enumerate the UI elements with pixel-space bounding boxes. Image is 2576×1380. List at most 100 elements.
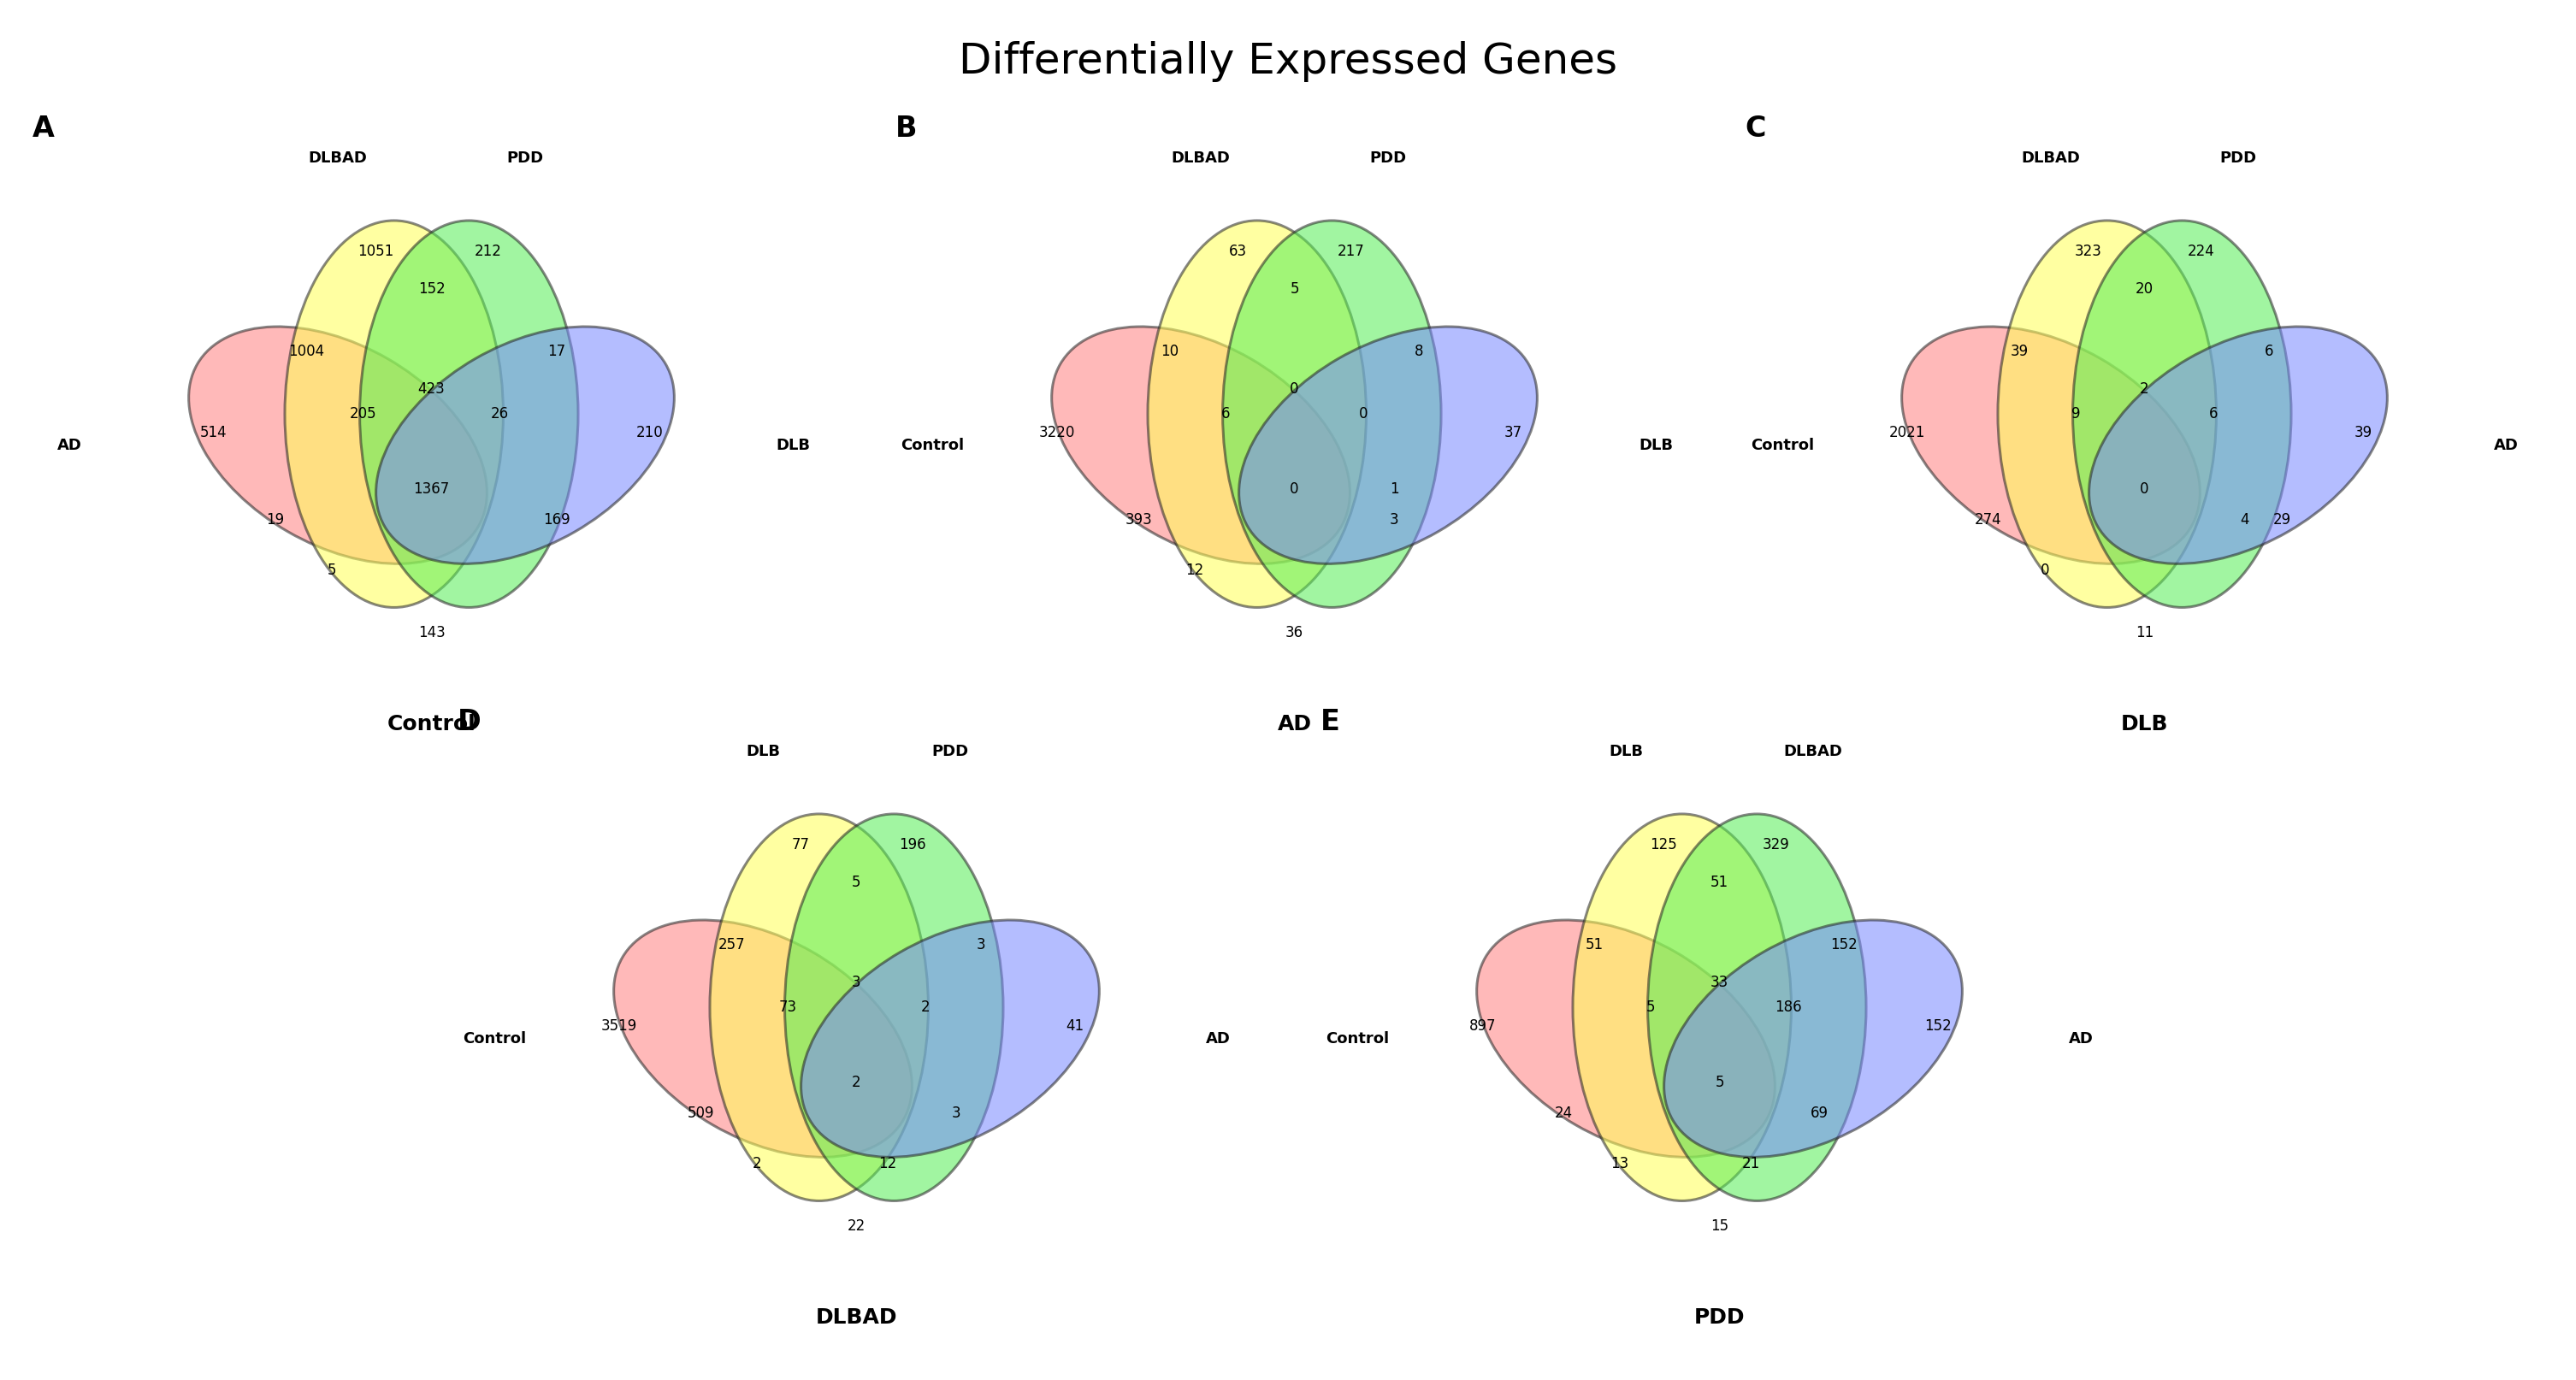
Text: 39: 39 — [2012, 344, 2030, 359]
Text: 5: 5 — [1716, 1075, 1723, 1090]
Text: 2021: 2021 — [1888, 425, 1924, 440]
Text: 3: 3 — [976, 937, 987, 952]
Text: 11: 11 — [2136, 625, 2154, 640]
Text: 39: 39 — [2354, 425, 2372, 440]
Text: 4: 4 — [2241, 512, 2249, 527]
Text: DLB: DLB — [1610, 744, 1643, 759]
Text: PDD: PDD — [507, 150, 544, 166]
Text: 69: 69 — [1811, 1105, 1829, 1121]
Ellipse shape — [1574, 814, 1790, 1201]
Text: 0: 0 — [1291, 482, 1298, 497]
Text: 0: 0 — [2141, 482, 2148, 497]
Text: Control: Control — [902, 437, 963, 453]
Text: 393: 393 — [1126, 512, 1151, 527]
Text: 8: 8 — [1414, 344, 1425, 359]
Text: 0: 0 — [1291, 381, 1298, 396]
Text: 19: 19 — [265, 512, 283, 527]
Text: 205: 205 — [350, 406, 376, 422]
Text: Control: Control — [1327, 1031, 1388, 1046]
Text: 274: 274 — [1976, 512, 2002, 527]
Text: 143: 143 — [417, 625, 446, 640]
Text: 20: 20 — [2136, 282, 2154, 297]
Ellipse shape — [801, 920, 1100, 1158]
Text: AD: AD — [2494, 437, 2519, 453]
Ellipse shape — [188, 327, 487, 564]
Text: DLBAD: DLBAD — [309, 150, 368, 166]
Text: 1051: 1051 — [358, 244, 394, 259]
Text: B: B — [894, 115, 917, 142]
Ellipse shape — [361, 221, 577, 607]
Text: 12: 12 — [878, 1155, 896, 1172]
Text: 5: 5 — [853, 875, 860, 890]
Text: 2: 2 — [2141, 381, 2148, 396]
Text: DLB: DLB — [1638, 437, 1674, 453]
Text: 210: 210 — [636, 425, 665, 440]
Text: DLB: DLB — [747, 744, 781, 759]
Text: 186: 186 — [1775, 999, 1801, 1016]
Text: A: A — [31, 115, 54, 142]
Ellipse shape — [711, 814, 927, 1201]
Ellipse shape — [1901, 327, 2200, 564]
Text: 9: 9 — [2071, 406, 2081, 422]
Text: 12: 12 — [1185, 562, 1203, 578]
Text: 1004: 1004 — [289, 344, 325, 359]
Ellipse shape — [286, 221, 502, 607]
Text: 1: 1 — [1391, 482, 1399, 497]
Text: DLB: DLB — [775, 437, 811, 453]
Text: 3519: 3519 — [600, 1018, 636, 1034]
Ellipse shape — [2089, 327, 2388, 564]
Ellipse shape — [1664, 920, 1963, 1158]
Text: 3: 3 — [1391, 512, 1399, 527]
Text: 13: 13 — [1610, 1155, 1628, 1172]
Text: 5: 5 — [327, 562, 335, 578]
Text: 3220: 3220 — [1038, 425, 1074, 440]
Text: Control: Control — [464, 1031, 526, 1046]
Text: AD: AD — [2069, 1031, 2094, 1046]
Text: 29: 29 — [2272, 512, 2290, 527]
Text: Differentially Expressed Genes: Differentially Expressed Genes — [958, 41, 1618, 83]
Text: 63: 63 — [1229, 244, 1247, 259]
Text: 33: 33 — [1710, 974, 1728, 989]
Text: 2: 2 — [752, 1155, 760, 1172]
Text: 2: 2 — [853, 1075, 860, 1090]
Text: 152: 152 — [1924, 1018, 1953, 1034]
Text: 3: 3 — [853, 974, 860, 989]
Ellipse shape — [786, 814, 1002, 1201]
Text: 897: 897 — [1468, 1018, 1497, 1034]
Text: 73: 73 — [778, 999, 796, 1016]
Ellipse shape — [1149, 221, 1365, 607]
Text: 77: 77 — [791, 838, 809, 853]
Ellipse shape — [1224, 221, 1440, 607]
Text: 3: 3 — [953, 1105, 961, 1121]
Text: PDD: PDD — [1370, 150, 1406, 166]
Text: AD: AD — [1206, 1031, 1231, 1046]
Text: 22: 22 — [848, 1219, 866, 1234]
Text: 329: 329 — [1762, 838, 1790, 853]
Text: 41: 41 — [1066, 1018, 1084, 1034]
Text: 6: 6 — [2264, 344, 2275, 359]
Text: AD: AD — [57, 437, 82, 453]
Text: 5: 5 — [1646, 999, 1656, 1016]
Text: 125: 125 — [1649, 838, 1677, 853]
Text: DLB: DLB — [2120, 713, 2169, 734]
Text: 514: 514 — [198, 425, 227, 440]
Text: 51: 51 — [1587, 937, 1605, 952]
Text: DLBAD: DLBAD — [817, 1307, 896, 1328]
Text: PDD: PDD — [2221, 150, 2257, 166]
Text: E: E — [1319, 708, 1340, 736]
Text: 212: 212 — [474, 244, 502, 259]
Text: PDD: PDD — [1695, 1307, 1744, 1328]
Ellipse shape — [1239, 327, 1538, 564]
Text: 423: 423 — [417, 381, 446, 396]
Text: 26: 26 — [492, 406, 510, 422]
Ellipse shape — [1051, 327, 1350, 564]
Text: Control: Control — [386, 713, 477, 734]
Text: 1367: 1367 — [412, 482, 451, 497]
Text: 169: 169 — [544, 512, 569, 527]
Text: 152: 152 — [1832, 937, 1857, 952]
Text: DLBAD: DLBAD — [1783, 744, 1842, 759]
Ellipse shape — [613, 920, 912, 1158]
Text: 6: 6 — [1221, 406, 1231, 422]
Text: 15: 15 — [1710, 1219, 1728, 1234]
Text: 323: 323 — [2074, 244, 2102, 259]
